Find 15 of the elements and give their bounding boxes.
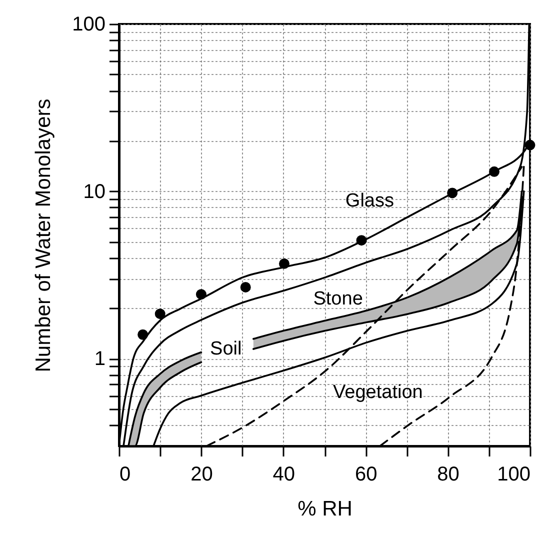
x-tick-label: 40 xyxy=(272,464,296,486)
x-tick-label: 20 xyxy=(190,464,213,486)
series-label: Glass xyxy=(345,190,394,212)
y-axis-title: Number of Water Monolayers xyxy=(32,98,56,372)
series-label: Vegetation xyxy=(333,382,423,404)
x-tick-label: 60 xyxy=(354,464,378,486)
y-tick-label: 10 xyxy=(83,180,106,203)
x-tick-label: 80 xyxy=(437,464,460,486)
series-label: Stone xyxy=(313,288,363,310)
y-tick-label: 100 xyxy=(72,14,106,36)
y-tick-label: 1 xyxy=(94,348,106,370)
x-tick-label: 100 xyxy=(497,464,530,486)
x-axis-title: % RH xyxy=(298,498,352,520)
x-tick-label: 0 xyxy=(120,464,131,486)
series-label: Soil xyxy=(210,338,242,360)
